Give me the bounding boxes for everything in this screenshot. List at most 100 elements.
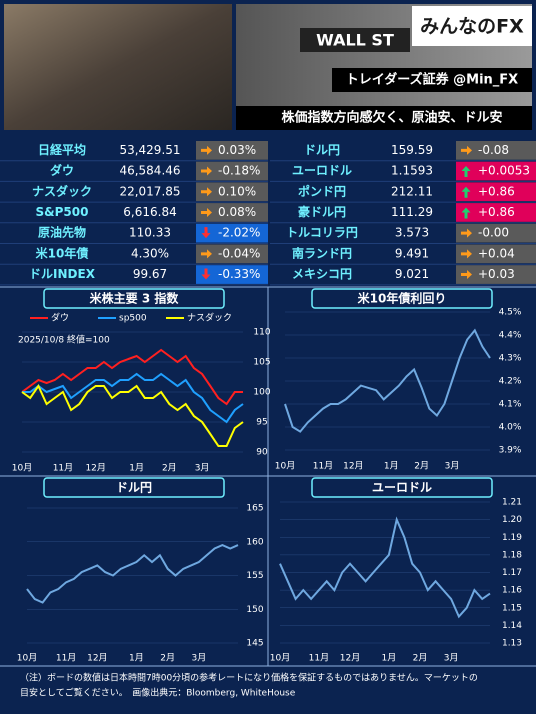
x-tick-label: 11月 bbox=[309, 653, 329, 664]
row-value: 46,584.46 bbox=[119, 164, 180, 178]
legend-label: ナスダック bbox=[187, 312, 232, 324]
line-series bbox=[21, 383, 244, 447]
row-change: 0.03% bbox=[218, 143, 256, 157]
y-tick-label: 160 bbox=[246, 537, 263, 547]
x-tick-label: 2月 bbox=[160, 653, 175, 664]
banner: トレイダーズ証券 @Min_FX bbox=[346, 72, 518, 88]
row-name: ユーロドル bbox=[292, 164, 352, 178]
line-series bbox=[284, 328, 491, 433]
x-tick-label: 2月 bbox=[413, 653, 428, 664]
row-name: ナスダック bbox=[32, 183, 92, 198]
x-tick-label: 12月 bbox=[87, 653, 107, 664]
y-tick-label: 1.19 bbox=[502, 533, 522, 543]
legend-label: ダウ bbox=[51, 312, 69, 324]
row-name: S&P500 bbox=[36, 205, 89, 219]
x-tick-label: 10月 bbox=[17, 653, 37, 664]
x-tick-label: 3月 bbox=[195, 463, 210, 474]
row-change: -2.02% bbox=[218, 226, 260, 240]
row-change: +0.03 bbox=[478, 267, 515, 281]
y-tick-label: 110 bbox=[253, 328, 270, 338]
y-tick-label: 95 bbox=[256, 418, 267, 428]
y-tick-label: 1.18 bbox=[502, 550, 522, 560]
x-tick-label: 3月 bbox=[445, 461, 460, 472]
x-tick-label: 12月 bbox=[340, 653, 360, 664]
row-name: ポンド円 bbox=[298, 183, 346, 198]
arrow-flat bbox=[201, 166, 212, 176]
x-tick-label: 1月 bbox=[384, 461, 399, 472]
y-tick-label: 1.15 bbox=[502, 603, 522, 613]
y-tick-label: 3.9% bbox=[499, 446, 522, 456]
banner-box bbox=[332, 68, 532, 92]
row-change: +0.0053 bbox=[478, 164, 530, 178]
row-value: 1.1593 bbox=[391, 164, 433, 178]
y-tick-label: 165 bbox=[246, 504, 263, 514]
headline-box bbox=[236, 106, 532, 130]
row-change: 0.10% bbox=[218, 184, 256, 198]
change-cell bbox=[196, 203, 268, 222]
change-cell bbox=[196, 161, 268, 181]
street-sign bbox=[300, 28, 410, 52]
change-cell bbox=[196, 223, 268, 243]
row-change: +0.86 bbox=[478, 205, 515, 219]
row-value: 4.30% bbox=[131, 246, 169, 260]
row-value: 111.29 bbox=[391, 205, 433, 219]
legend-label: sp500 bbox=[119, 314, 147, 324]
line-series bbox=[26, 544, 239, 604]
row-change: -0.04% bbox=[218, 246, 260, 260]
arrow-flat bbox=[201, 187, 212, 197]
x-tick-label: 3月 bbox=[192, 653, 207, 664]
chart-title: ドル円 bbox=[116, 481, 152, 495]
y-tick-label: 4.1% bbox=[499, 400, 522, 410]
chart-title-box bbox=[43, 477, 225, 498]
y-tick-label: 1.16 bbox=[502, 586, 522, 596]
chart-title-box bbox=[43, 288, 225, 309]
arrow-down bbox=[201, 227, 211, 239]
arrow-up bbox=[461, 166, 471, 178]
row-change: -0.18% bbox=[218, 164, 260, 178]
footnote: 目安としてご覧ください。 画像出典元：Bloomberg, WhiteHouse bbox=[20, 687, 296, 699]
row-name: メキシコ円 bbox=[292, 267, 352, 281]
row-value: 22,017.85 bbox=[119, 184, 180, 198]
arrow-up bbox=[461, 207, 471, 219]
row-change: -0.00 bbox=[478, 226, 509, 240]
y-tick-label: 1.21 bbox=[502, 498, 522, 508]
y-tick-label: 150 bbox=[246, 605, 263, 615]
row-name: ドル円 bbox=[304, 143, 340, 157]
street-sign-text: WALL ST bbox=[316, 31, 394, 50]
y-tick-label: 90 bbox=[256, 448, 268, 458]
row-name: トルコリラ円 bbox=[286, 226, 358, 240]
x-tick-label: 2月 bbox=[162, 463, 177, 474]
line-series bbox=[22, 372, 244, 424]
row-name: 豪ドル円 bbox=[298, 204, 346, 219]
x-tick-label: 12月 bbox=[85, 463, 105, 474]
y-tick-label: 4.5% bbox=[499, 308, 522, 318]
x-tick-label: 10月 bbox=[12, 463, 32, 474]
x-tick-label: 1月 bbox=[129, 463, 144, 474]
row-value: 159.59 bbox=[391, 143, 433, 157]
row-name: 原油先物 bbox=[38, 225, 86, 240]
change-cell bbox=[456, 203, 536, 222]
chart-title-box bbox=[311, 477, 493, 498]
row-value: 9.021 bbox=[395, 267, 429, 281]
change-cell bbox=[456, 141, 536, 160]
change-cell bbox=[456, 244, 536, 264]
chart-title: 米株主要 3 指数 bbox=[90, 291, 180, 306]
chart-title-box bbox=[311, 288, 493, 309]
x-tick-label: 2月 bbox=[414, 461, 429, 472]
row-name: ドルINDEX bbox=[29, 267, 96, 281]
x-tick-label: 11月 bbox=[56, 653, 76, 664]
change-cell bbox=[196, 141, 268, 160]
change-cell bbox=[196, 265, 268, 284]
x-tick-label: 11月 bbox=[53, 463, 73, 474]
change-cell bbox=[456, 223, 536, 243]
annotation: 2025/10/8 終値=100 bbox=[18, 334, 110, 346]
row-change: +0.86 bbox=[478, 184, 515, 198]
change-cell bbox=[456, 182, 536, 202]
photo-left bbox=[4, 4, 232, 130]
footnote: （注）ボードの数値は日本時間7時00分頃の参考レートになり価格を保証するものでは… bbox=[20, 672, 478, 684]
row-value: 3.573 bbox=[395, 226, 429, 240]
y-tick-label: 1.14 bbox=[502, 621, 522, 631]
x-tick-label: 10月 bbox=[270, 653, 290, 664]
arrow-flat bbox=[201, 249, 212, 259]
